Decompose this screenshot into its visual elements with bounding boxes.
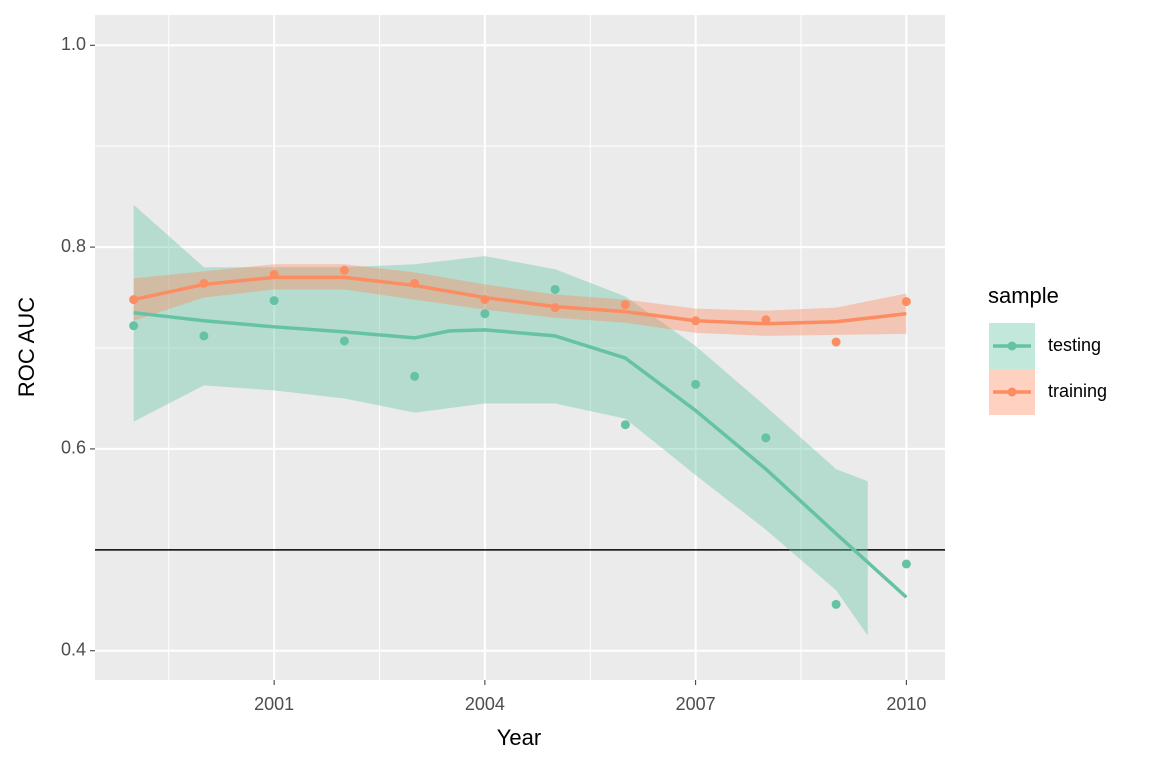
- y-tick-label: 0.8: [61, 236, 86, 256]
- legend-key-point: [1007, 341, 1017, 351]
- point: [199, 331, 209, 341]
- point: [129, 321, 139, 331]
- y-axis-label: ROC AUC: [14, 297, 39, 397]
- y-tick-label: 1.0: [61, 34, 86, 54]
- point: [620, 300, 630, 310]
- confidence-band: [133, 204, 868, 636]
- legend-title: sample: [988, 283, 1059, 308]
- point: [620, 420, 630, 430]
- point: [550, 284, 560, 294]
- y-tick-label: 0.6: [61, 438, 86, 458]
- x-tick-label: 2007: [676, 694, 716, 714]
- panel: [95, 15, 945, 680]
- smooth-line: [133, 275, 907, 326]
- point: [901, 559, 911, 569]
- point: [691, 379, 701, 389]
- point: [339, 265, 349, 275]
- point: [410, 371, 420, 381]
- y-tick-label: 0.4: [61, 639, 86, 659]
- x-tick-label: 2004: [465, 694, 505, 714]
- point: [831, 337, 841, 347]
- legend-key-point: [1007, 387, 1017, 397]
- point: [761, 433, 771, 443]
- legend-label: training: [1048, 381, 1107, 401]
- x-axis-label: Year: [497, 725, 541, 750]
- point: [269, 296, 279, 306]
- point: [480, 309, 490, 319]
- x-tick-label: 2010: [886, 694, 926, 714]
- point: [339, 336, 349, 346]
- point: [901, 297, 911, 307]
- x-tick-label: 2001: [254, 694, 294, 714]
- smooth-line: [133, 310, 908, 599]
- point: [831, 599, 841, 609]
- legend-label: testing: [1048, 335, 1101, 355]
- confidence-band: [133, 264, 907, 336]
